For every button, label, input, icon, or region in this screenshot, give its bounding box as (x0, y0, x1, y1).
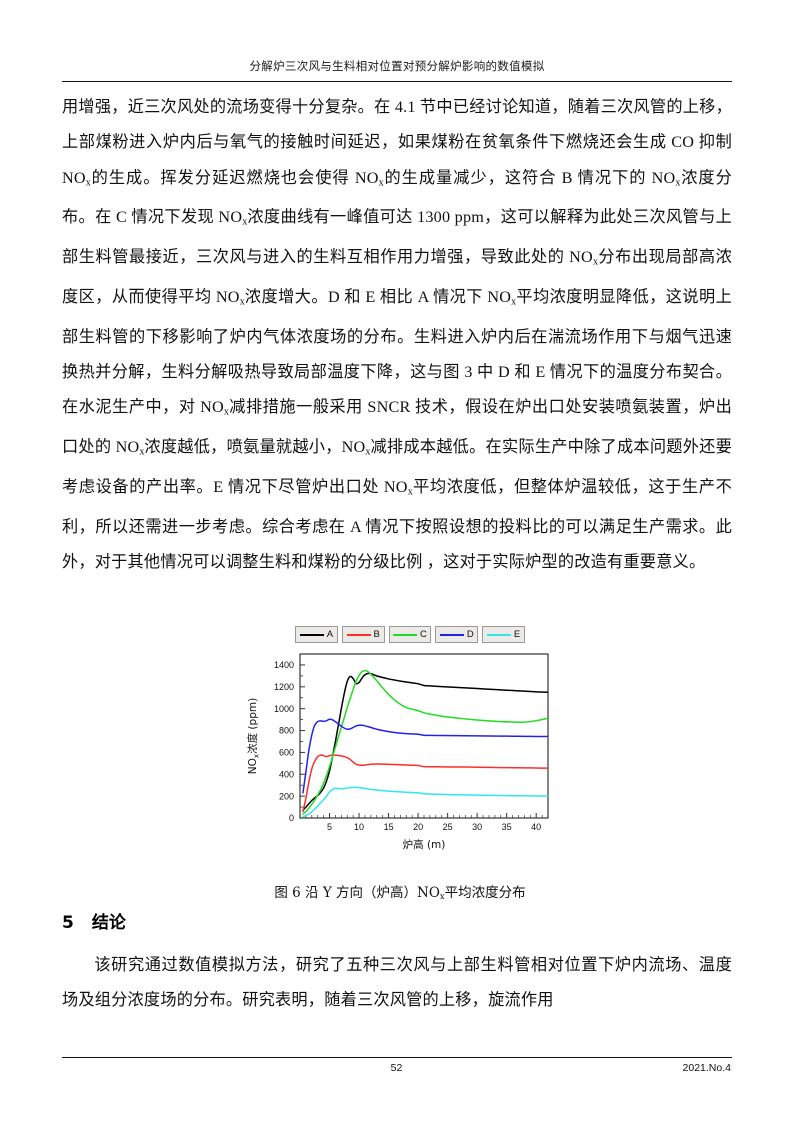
footer-divider (62, 1057, 732, 1058)
legend-swatch-a (299, 633, 324, 636)
svg-text:0: 0 (289, 813, 294, 823)
footer-issue-label: 2021.No.4 (682, 1062, 731, 1074)
svg-text:400: 400 (279, 769, 294, 779)
legend-swatch-e (486, 633, 511, 636)
legend-item-a[interactable]: A (295, 626, 338, 643)
running-header: 分解炉三次风与生料相对位置对预分解炉影响的数值模拟 (62, 58, 732, 74)
nox-concentration-line-chart: 0 200 400 600 800 1000 1200 1400 5 10 15 20 25 30 35 40… (246, 653, 549, 851)
paragraph-continuation: 用增强，近三次风处的流场变得十分复杂。在 4.1 节中已经讨论知道，随着三次风管… (62, 98, 733, 572)
paragraph-conclusion: 该研究通过数值模拟方法，研究了五种三次风与上部生料管相对位置下炉内流场、温度场及… (62, 956, 732, 1010)
running-header-title: 分解炉三次风与生料相对位置对预分解炉影响的数值模拟 (249, 59, 545, 73)
svg-text:5: 5 (327, 822, 332, 832)
legend-label-c: C (420, 628, 427, 640)
svg-text:15: 15 (384, 822, 394, 832)
svg-text:1200: 1200 (274, 682, 294, 692)
legend-item-e[interactable]: E (482, 626, 525, 643)
section-heading-conclusion: 5 结论 (62, 908, 126, 933)
section-number: 5 (62, 913, 74, 933)
figure-caption: 图 6 沿 Y 方向（炉高）NOx平均浓度分布 (274, 885, 526, 902)
legend-label-a: A (326, 628, 334, 640)
svg-text:20: 20 (413, 822, 423, 832)
svg-text:1400: 1400 (274, 660, 294, 670)
svg-text:1000: 1000 (274, 704, 294, 714)
legend-label-e: E (513, 628, 521, 640)
footer-page-number: 52 (390, 1062, 403, 1074)
legend-swatch-d (439, 633, 464, 636)
svg-text:25: 25 (443, 822, 453, 832)
legend-label-d: D (466, 628, 474, 640)
svg-text:600: 600 (279, 748, 294, 758)
chart-legend: A B C D E (295, 626, 525, 643)
chart-plot-area: 0 200 400 600 800 1000 1200 1400 5 10 15 20 25 30 35 40… (240, 646, 560, 864)
svg-text:30: 30 (472, 822, 482, 832)
body-text-column: 用增强，近三次风处的流场变得十分复杂。在 4.1 节中已经讨论知道，随着三次风管… (62, 90, 732, 580)
header-divider (62, 81, 732, 82)
svg-text:40: 40 (531, 822, 541, 832)
legend-label-b: B (373, 628, 380, 640)
legend-item-c[interactable]: C (388, 626, 432, 643)
legend-swatch-c (393, 633, 418, 636)
legend-item-d[interactable]: D (435, 626, 479, 643)
conclusion-text-column: 该研究通过数值模拟方法，研究了五种三次风与上部生料管相对位置下炉内流场、温度场及… (62, 948, 732, 1019)
svg-text:35: 35 (502, 822, 512, 832)
section-title: 结论 (91, 913, 126, 933)
legend-item-b[interactable]: B (341, 626, 385, 643)
svg-text:炉高 (m): 炉高 (m) (403, 838, 446, 851)
figure-6: A B C D E 0 200 400 600 800 1000 1200 1400 5 10 15… (240, 626, 560, 901)
svg-text:10: 10 (354, 822, 364, 832)
svg-text:NOx浓度 (ppm): NOx浓度 (ppm) (246, 698, 261, 774)
svg-text:200: 200 (279, 791, 294, 801)
svg-text:800: 800 (279, 726, 294, 736)
legend-swatch-b (346, 633, 371, 636)
